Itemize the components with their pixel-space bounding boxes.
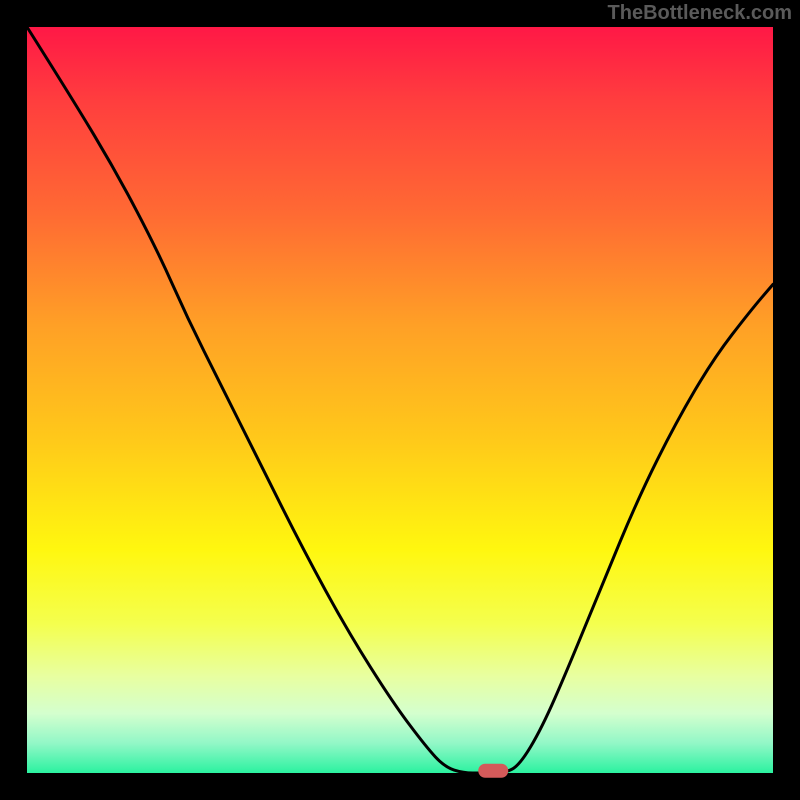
- plot-area: [27, 27, 773, 773]
- bottleneck-chart: [0, 0, 800, 800]
- chart-container: TheBottleneck.com: [0, 0, 800, 800]
- valley-marker: [478, 764, 508, 778]
